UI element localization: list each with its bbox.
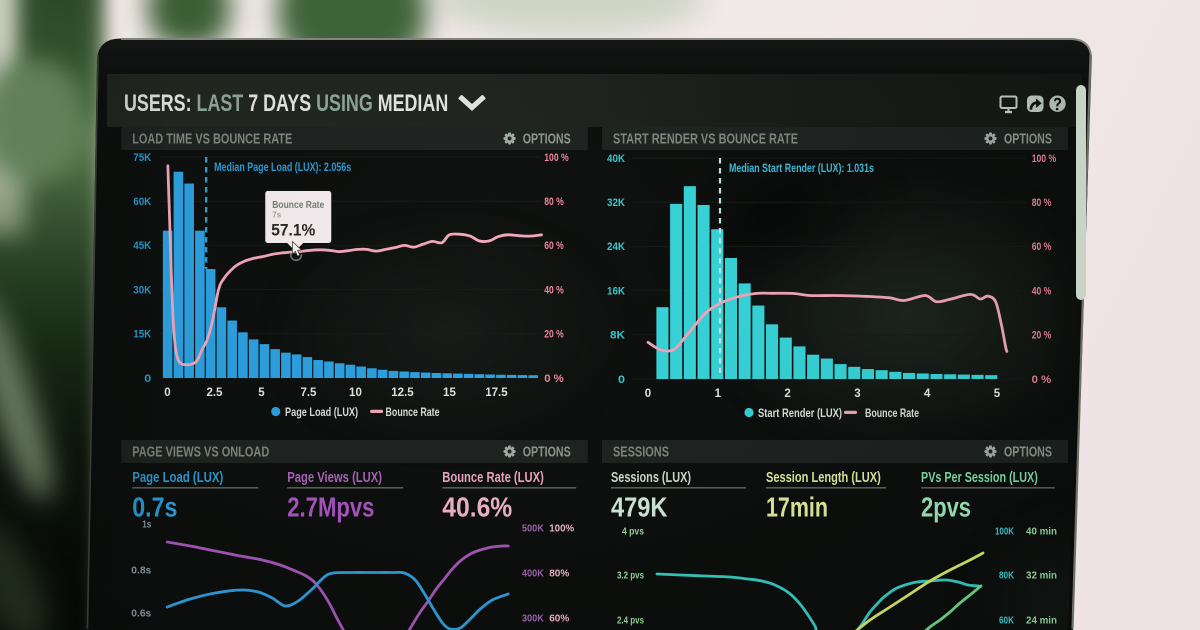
svg-text:3.2 pvs: 3.2 pvs	[617, 570, 644, 582]
svg-text:17.5: 17.5	[485, 387, 508, 399]
svg-text:OPTIONS: OPTIONS	[523, 445, 571, 461]
svg-text:40.6%: 40.6%	[442, 492, 512, 523]
svg-text:100K: 100K	[995, 526, 1014, 538]
svg-text:60 %: 60 %	[544, 240, 564, 252]
svg-text:479K: 479K	[611, 492, 668, 523]
svg-text:40K: 40K	[607, 153, 625, 165]
svg-text:40 %: 40 %	[544, 284, 564, 296]
svg-text:20 %: 20 %	[1032, 330, 1052, 342]
svg-text:40 %: 40 %	[1032, 285, 1052, 297]
svg-text:7s: 7s	[272, 211, 281, 220]
svg-text:12.5: 12.5	[391, 387, 414, 399]
svg-text:Page Load (LUX): Page Load (LUX)	[132, 470, 223, 486]
svg-text:Page Views (LUX): Page Views (LUX)	[287, 470, 382, 486]
svg-text:0 %: 0 %	[544, 373, 564, 385]
svg-text:24 min: 24 min	[1026, 615, 1057, 627]
svg-text:5: 5	[258, 387, 265, 399]
svg-text:5: 5	[994, 388, 1001, 400]
svg-text:Page Load (LUX): Page Load (LUX)	[285, 405, 358, 419]
svg-text:LOAD TIME VS BOUNCE RATE: LOAD TIME VS BOUNCE RATE	[132, 132, 292, 148]
svg-text:75K: 75K	[133, 152, 151, 164]
svg-text:START RENDER VS BOUNCE RATE: START RENDER VS BOUNCE RATE	[613, 132, 798, 148]
svg-text:Bounce Rate: Bounce Rate	[272, 199, 324, 211]
svg-text:OPTIONS: OPTIONS	[1004, 445, 1052, 461]
svg-text:45K: 45K	[133, 240, 151, 252]
svg-text:80 %: 80 %	[544, 196, 564, 208]
svg-text:7.5: 7.5	[300, 387, 317, 399]
svg-text:300K: 300K	[522, 613, 544, 625]
svg-text:2.4 pvs: 2.4 pvs	[617, 615, 644, 627]
svg-text:0: 0	[144, 373, 151, 385]
svg-text:0: 0	[618, 374, 625, 386]
svg-text:3: 3	[854, 388, 860, 400]
svg-text:60%: 60%	[549, 613, 570, 625]
svg-text:0: 0	[645, 388, 651, 400]
svg-text:4: 4	[924, 388, 931, 400]
svg-text:60K: 60K	[999, 615, 1014, 627]
svg-text:Median Start Render (LUX): 1.0: Median Start Render (LUX): 1.031s	[729, 163, 874, 175]
svg-text:Bounce Rate: Bounce Rate	[386, 405, 440, 419]
svg-text:1: 1	[715, 388, 722, 400]
svg-text:Bounce Rate: Bounce Rate	[865, 406, 919, 420]
svg-text:OPTIONS: OPTIONS	[1004, 132, 1052, 148]
svg-text:2: 2	[784, 388, 790, 400]
svg-text:Sessions (LUX): Sessions (LUX)	[611, 470, 691, 486]
svg-text:4 pvs: 4 pvs	[622, 526, 644, 538]
svg-text:15: 15	[443, 387, 456, 399]
svg-text:16K: 16K	[607, 285, 625, 297]
svg-text:SESSIONS: SESSIONS	[613, 445, 669, 461]
svg-text:100 %: 100 %	[544, 152, 569, 164]
svg-text:40 min: 40 min	[1026, 526, 1057, 538]
svg-text:80K: 80K	[999, 570, 1014, 582]
svg-text:8K: 8K	[610, 330, 625, 342]
svg-text:57.1%: 57.1%	[271, 221, 315, 240]
svg-text:20 %: 20 %	[544, 329, 564, 341]
svg-text:2.5: 2.5	[206, 387, 223, 399]
svg-text:0.6s: 0.6s	[131, 608, 151, 620]
svg-text:24K: 24K	[607, 241, 625, 253]
svg-text:17min: 17min	[766, 492, 828, 523]
svg-text:2pvs: 2pvs	[921, 492, 971, 523]
svg-text:80 %: 80 %	[1032, 197, 1052, 209]
svg-text:100 %: 100 %	[1032, 153, 1057, 165]
svg-text:2.7Mpvs: 2.7Mpvs	[287, 492, 374, 523]
svg-text:Bounce Rate (LUX): Bounce Rate (LUX)	[442, 470, 544, 486]
svg-text:60 %: 60 %	[1032, 241, 1052, 253]
svg-text:100%: 100%	[549, 523, 575, 535]
svg-text:30K: 30K	[133, 284, 151, 296]
svg-text:80%: 80%	[549, 568, 570, 580]
svg-text:500K: 500K	[522, 523, 544, 535]
svg-text:400K: 400K	[522, 568, 544, 580]
svg-text:PVs Per Session (LUX): PVs Per Session (LUX)	[921, 470, 1038, 486]
svg-text:60K: 60K	[133, 196, 151, 208]
svg-text:OPTIONS: OPTIONS	[523, 132, 571, 148]
svg-text:32 min: 32 min	[1026, 570, 1057, 582]
svg-text:0: 0	[164, 387, 170, 399]
svg-text:0 %: 0 %	[1032, 374, 1052, 386]
svg-text:1s: 1s	[142, 519, 151, 531]
svg-text:10: 10	[349, 387, 362, 399]
svg-text:Start Render (LUX): Start Render (LUX)	[758, 406, 842, 420]
svg-text:Session Length (LUX): Session Length (LUX)	[766, 470, 881, 486]
svg-text:Median Page Load (LUX): 2.056s: Median Page Load (LUX): 2.056s	[214, 162, 351, 174]
svg-text:32K: 32K	[607, 197, 625, 209]
svg-text:PAGE VIEWS VS ONLOAD: PAGE VIEWS VS ONLOAD	[132, 445, 269, 461]
svg-text:0.8s: 0.8s	[131, 565, 151, 577]
svg-text:15K: 15K	[133, 329, 151, 341]
svg-text:0.7s: 0.7s	[132, 492, 177, 523]
